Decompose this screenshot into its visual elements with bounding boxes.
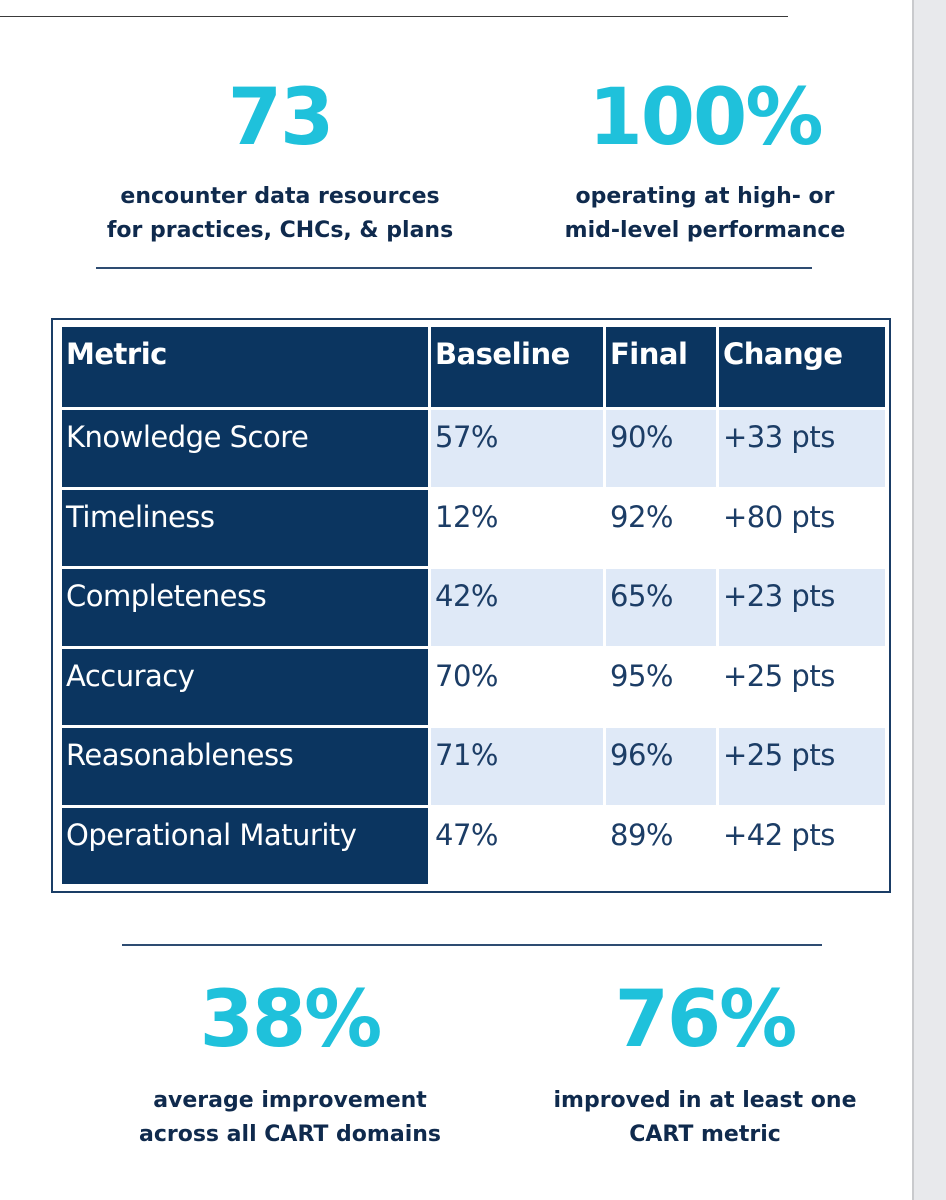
table-row: Knowledge Score 57% 90% +33 pts — [62, 410, 885, 487]
final-cell: 95% — [606, 648, 716, 725]
stat-average-improvement-caption-line2: across all CART domains — [138, 1122, 441, 1147]
baseline-cell: 71% — [431, 728, 603, 805]
stat-performance-number: 100% — [588, 73, 824, 163]
column-header-final: Final — [606, 327, 716, 407]
baseline-cell: 47% — [431, 807, 603, 884]
table-header-row: Metric Baseline Final Change — [62, 327, 885, 407]
change-cell: +42 pts — [719, 807, 885, 884]
stat-performance-caption: operating at high- or mid-level performa… — [490, 180, 920, 248]
stat-performance-caption-line2: mid-level performance — [564, 218, 846, 243]
column-header-change: Change — [719, 327, 885, 407]
metric-name-cell: Reasonableness — [62, 728, 428, 805]
metric-name-cell: Accuracy — [62, 648, 428, 725]
table-row: Timeliness 12% 92% +80 pts — [62, 489, 885, 566]
stat-improved-share-caption-line1: improved in at least one — [553, 1088, 857, 1113]
stat-average-improvement-caption: average improvement across all CART doma… — [70, 1084, 510, 1152]
table-row: Accuracy 70% 95% +25 pts — [62, 648, 885, 725]
metric-name-cell: Operational Maturity — [62, 807, 428, 884]
top-rule — [0, 16, 788, 17]
change-cell: +33 pts — [719, 410, 885, 487]
final-cell: 96% — [606, 728, 716, 805]
stat-resources-caption-line2: for practices, CHCs, & plans — [106, 218, 454, 243]
stat-resources-number: 73 — [227, 73, 335, 163]
metric-name-cell: Completeness — [62, 569, 428, 646]
column-header-metric: Metric — [62, 327, 428, 407]
metrics-table-frame: Metric Baseline Final Change Knowledge S… — [51, 318, 891, 893]
section-divider-bottom — [122, 944, 822, 946]
final-cell: 89% — [606, 807, 716, 884]
stat-resources: 73 encounter data resources for practice… — [60, 78, 500, 248]
stat-improved-share-caption-line2: CART metric — [629, 1122, 781, 1147]
table-row: Operational Maturity 47% 89% +42 pts — [62, 807, 885, 884]
metric-name-cell: Timeliness — [62, 489, 428, 566]
stat-average-improvement-caption-line1: average improvement — [153, 1088, 427, 1113]
change-cell: +25 pts — [719, 648, 885, 725]
stat-improved-share-caption: improved in at least one CART metric — [490, 1084, 920, 1152]
section-divider-top — [96, 267, 812, 269]
final-cell: 90% — [606, 410, 716, 487]
baseline-cell: 57% — [431, 410, 603, 487]
baseline-cell: 12% — [431, 489, 603, 566]
stat-performance-caption-line1: operating at high- or — [575, 184, 835, 209]
column-header-baseline: Baseline — [431, 327, 603, 407]
stat-resources-caption-line1: encounter data resources — [120, 184, 440, 209]
stat-resources-caption: encounter data resources for practices, … — [60, 180, 500, 248]
stat-improved-share-number: 76% — [614, 975, 798, 1065]
stat-performance: 100% operating at high- or mid-level per… — [490, 78, 920, 248]
change-cell: +80 pts — [719, 489, 885, 566]
change-cell: +23 pts — [719, 569, 885, 646]
final-cell: 65% — [606, 569, 716, 646]
baseline-cell: 70% — [431, 648, 603, 725]
table-row: Completeness 42% 65% +23 pts — [62, 569, 885, 646]
change-cell: +25 pts — [719, 728, 885, 805]
stat-improved-share: 76% improved in at least one CART metric — [490, 980, 920, 1152]
stat-average-improvement-number: 38% — [199, 975, 383, 1065]
baseline-cell: 42% — [431, 569, 603, 646]
metrics-table: Metric Baseline Final Change Knowledge S… — [59, 324, 888, 887]
final-cell: 92% — [606, 489, 716, 566]
stat-average-improvement: 38% average improvement across all CART … — [70, 980, 510, 1152]
page-edge-scroll-gutter — [912, 0, 946, 1200]
table-row: Reasonableness 71% 96% +25 pts — [62, 728, 885, 805]
metric-name-cell: Knowledge Score — [62, 410, 428, 487]
